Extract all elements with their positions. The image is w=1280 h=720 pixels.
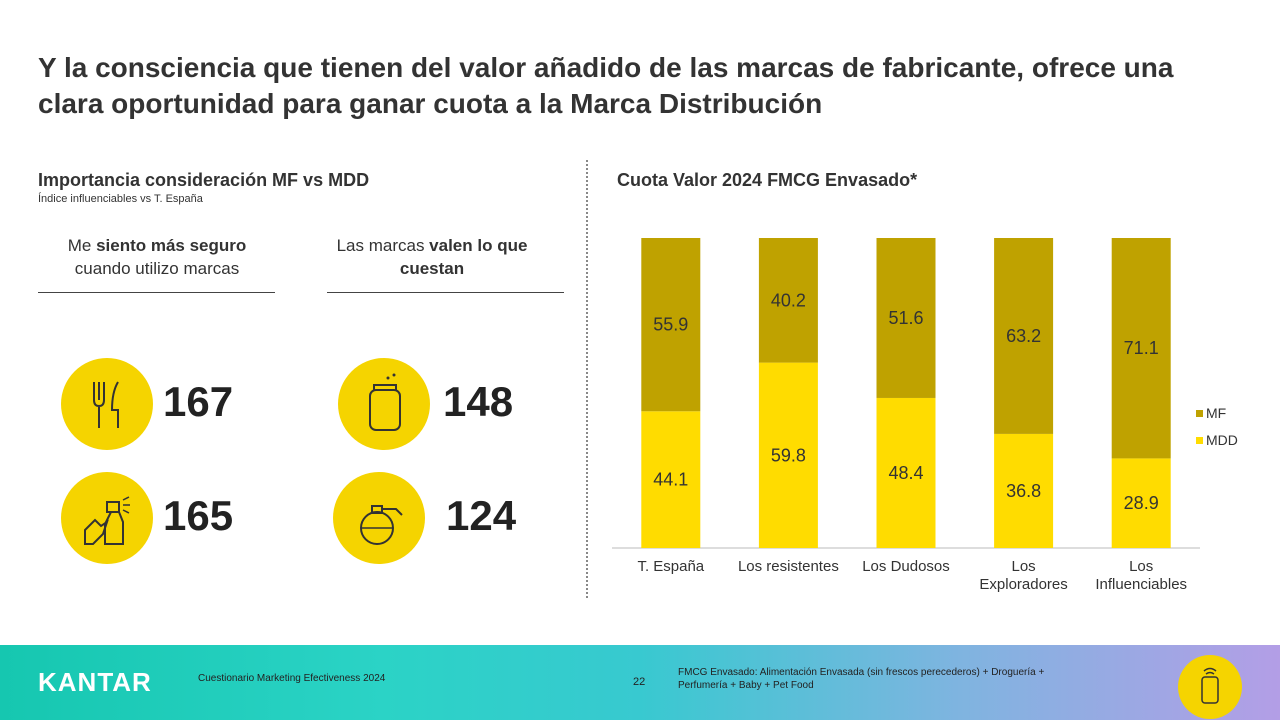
x-tick-label: Los Dudosos (862, 558, 950, 575)
value-label: 59.8 (771, 445, 806, 465)
icon (1201, 667, 1219, 704)
heading-text: valen lo que cuestan (399, 236, 528, 278)
heading-text: siento más seguro (96, 236, 247, 255)
index-value: 124 (446, 492, 517, 539)
icon (369, 373, 401, 431)
legend-label: MDD (1206, 432, 1238, 448)
bar-segment (641, 411, 701, 548)
x-tick-label: Los Exploradores (979, 558, 1068, 593)
divider (327, 292, 564, 293)
bar-segment (876, 238, 936, 398)
icon-spray (61, 472, 153, 564)
bar-segment (994, 433, 1054, 548)
column-heading: Las marcas valen lo que cuestan (313, 234, 551, 280)
icon (93, 381, 119, 428)
value-label: 28.9 (1124, 493, 1159, 513)
bar-segment (1111, 238, 1171, 459)
bar-segment (758, 238, 818, 363)
chart-title: Cuota Valor 2024 FMCG Envasado* (617, 170, 918, 190)
icon (84, 496, 130, 545)
x-tick-label: T. España (637, 558, 705, 575)
heading-text: Las marcas (336, 236, 430, 255)
legend-label: MF (1206, 405, 1226, 421)
separator (586, 160, 588, 598)
survey-name: Cuestionario Marketing Efectiveness 2024 (198, 673, 386, 684)
bar-segment (876, 397, 936, 548)
legend-swatch (1196, 437, 1203, 444)
value-label: 48.4 (888, 463, 923, 483)
index-value: 165 (163, 492, 234, 539)
bar-segment (641, 238, 701, 412)
divider (38, 292, 275, 293)
value-label: 71.1 (1124, 338, 1159, 358)
icon-jar (338, 358, 430, 450)
index-value: 167 (163, 378, 234, 425)
panel-subtitle: Índice influenciables vs T. España (38, 193, 203, 205)
icon (360, 505, 403, 545)
page-number: 22 (633, 676, 646, 688)
brand-logo: KANTAR (38, 667, 152, 697)
heading-text: cuando utilizo marcas (74, 259, 240, 278)
value-label: 44.1 (653, 470, 688, 490)
legend-swatch (1196, 410, 1203, 417)
icon-perfume (333, 472, 425, 564)
panel-title: Importancia consideración MF vs MDD (38, 170, 370, 190)
heading-text: Me (67, 236, 97, 255)
bar-segment (1111, 458, 1171, 548)
bar-segment (758, 362, 818, 548)
icon-phone (1178, 655, 1242, 719)
icon-cutlery (61, 358, 153, 450)
footnote: FMCG Envasado: Alimentación Envasada (si… (678, 667, 1045, 691)
value-label: 63.2 (1006, 326, 1041, 346)
value-label: 36.8 (1006, 481, 1041, 501)
chart: 44.1 55.9 59.8 40.2 48.4 51.6 36.8 63.2 28.9 71.1… (612, 238, 1238, 549)
slide-title: Y la consciencia que tienen del valor añ… (38, 52, 1174, 119)
value-label: 51.6 (888, 308, 923, 328)
value-label: 40.2 (771, 290, 806, 310)
x-tick-label: Los Influenciables (1095, 558, 1188, 593)
value-label: 55.9 (653, 315, 688, 335)
index-value: 148 (443, 378, 514, 425)
column-heading: Me siento más seguro cuando utilizo marc… (38, 234, 276, 280)
footer: KANTAR Cuestionario Marketing Efectivene… (0, 645, 1280, 720)
x-tick-label: Los resistentes (737, 558, 839, 575)
bar-segment (994, 238, 1054, 434)
